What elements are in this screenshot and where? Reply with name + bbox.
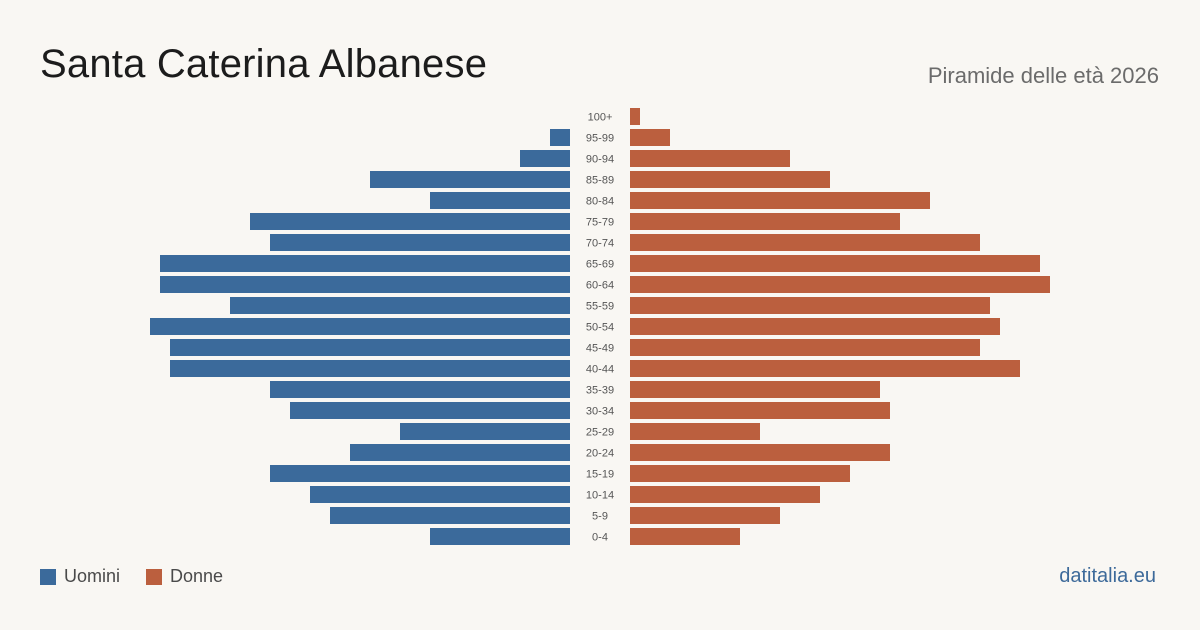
age-label-5-9: 5-9 (592, 511, 608, 523)
source-link[interactable]: datitalia.eu (1059, 565, 1156, 587)
bar-men-35-39 (270, 381, 570, 398)
bar-women-5-9 (630, 507, 780, 524)
age-label-60-64: 60-64 (586, 280, 614, 292)
legend: Uomini Donne (40, 566, 249, 587)
age-label-15-19: 15-19 (586, 469, 614, 481)
legend-swatch-men (40, 568, 56, 585)
bar-women-90-94 (630, 150, 790, 167)
age-label-20-24: 20-24 (586, 448, 614, 460)
bar-men-20-24 (350, 444, 570, 461)
bar-men-70-74 (270, 234, 570, 251)
age-label-75-79: 75-79 (586, 217, 614, 229)
bar-women-20-24 (630, 444, 890, 461)
bar-men-80-84 (430, 192, 570, 209)
bar-women-25-29 (630, 423, 760, 440)
age-label-85-89: 85-89 (586, 175, 614, 187)
bar-men-10-14 (310, 486, 570, 503)
bar-women-55-59 (630, 297, 990, 314)
bar-men-75-79 (250, 213, 570, 230)
age-label-55-59: 55-59 (586, 301, 614, 313)
legend-item-men: Uomini (40, 566, 120, 587)
chart-subtitle: Piramide delle età 2026 (927, 63, 1159, 88)
age-label-80-84: 80-84 (586, 196, 614, 208)
bar-women-65-69 (630, 255, 1040, 272)
bar-men-0-4 (430, 528, 570, 545)
age-label-0-4: 0-4 (592, 532, 608, 544)
bar-women-35-39 (630, 381, 880, 398)
bar-men-85-89 (370, 171, 570, 188)
bar-women-60-64 (630, 276, 1050, 293)
bar-men-90-94 (520, 150, 570, 167)
bar-women-30-34 (630, 402, 890, 419)
bar-men-5-9 (330, 507, 570, 524)
bar-men-95-99 (550, 129, 570, 146)
legend-label-women: Donne (170, 566, 224, 586)
age-label-10-14: 10-14 (586, 490, 614, 502)
age-label-50-54: 50-54 (586, 322, 614, 334)
bar-men-15-19 (270, 465, 570, 482)
legend-label-men: Uomini (64, 566, 121, 586)
age-label-65-69: 65-69 (586, 259, 614, 271)
age-label-95-99: 95-99 (586, 133, 614, 145)
bar-women-50-54 (630, 318, 1000, 335)
bar-women-10-14 (630, 486, 820, 503)
bar-women-95-99 (630, 129, 670, 146)
bar-women-15-19 (630, 465, 850, 482)
age-label-30-34: 30-34 (586, 406, 614, 418)
bar-men-40-44 (170, 360, 570, 377)
bar-women-100+ (630, 108, 640, 125)
bar-men-30-34 (290, 402, 570, 419)
age-label-45-49: 45-49 (586, 343, 614, 355)
legend-item-women: Donne (146, 566, 223, 587)
age-label-25-29: 25-29 (586, 427, 614, 439)
bar-women-80-84 (630, 192, 930, 209)
age-label-100+: 100+ (588, 112, 613, 124)
bar-men-25-29 (400, 423, 570, 440)
age-label-35-39: 35-39 (586, 385, 614, 397)
bar-women-75-79 (630, 213, 900, 230)
age-label-40-44: 40-44 (586, 364, 614, 376)
bar-women-85-89 (630, 171, 830, 188)
bar-women-40-44 (630, 360, 1020, 377)
bar-men-60-64 (160, 276, 570, 293)
bar-women-70-74 (630, 234, 980, 251)
age-label-90-94: 90-94 (586, 154, 614, 166)
bar-men-65-69 (160, 255, 570, 272)
bar-women-45-49 (630, 339, 980, 356)
chart-title: Santa Caterina Albanese (40, 42, 488, 86)
bar-men-50-54 (150, 318, 570, 335)
legend-swatch-women (146, 568, 163, 585)
bar-men-45-49 (170, 339, 570, 356)
bar-men-55-59 (230, 297, 570, 314)
bar-women-0-4 (630, 528, 740, 545)
age-label-70-74: 70-74 (586, 238, 614, 250)
